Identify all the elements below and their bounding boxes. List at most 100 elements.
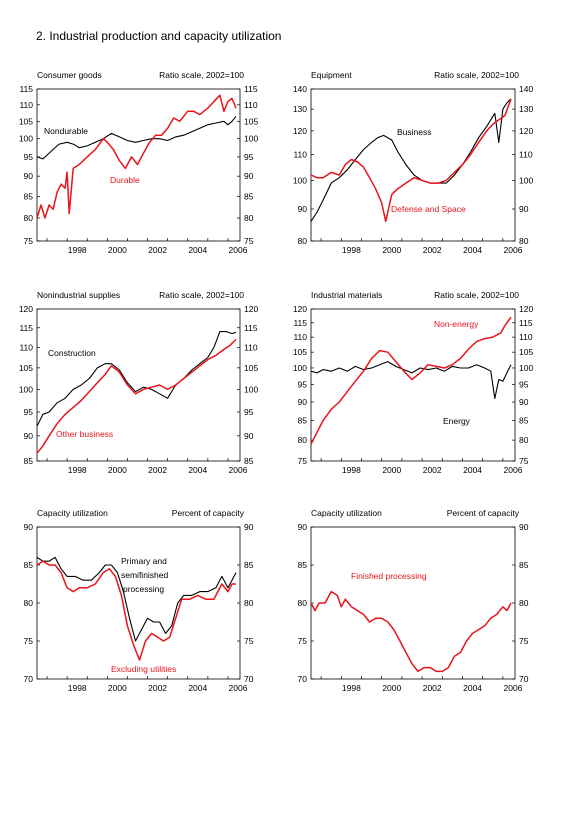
y-tick-label: 100	[244, 384, 258, 394]
y-tick-label: 80	[298, 598, 308, 608]
series-line	[310, 361, 512, 400]
y-tick-label: 100	[244, 134, 258, 144]
y-tick-label: 85	[298, 416, 308, 426]
x-tick-label: 2000	[108, 245, 127, 255]
x-tick-label: 2002	[148, 245, 167, 255]
y-tick-label: 140	[293, 84, 307, 94]
x-tick-label: 1998	[68, 465, 87, 475]
x-tick-label: 2006	[504, 465, 523, 475]
y-tick-label: 110	[19, 100, 33, 110]
y-tick-label: 105	[244, 116, 258, 126]
plot-frame	[36, 88, 241, 242]
x-tick-label: 2000	[382, 683, 401, 693]
unit-label: Percent of capacity	[172, 508, 245, 518]
y-tick-label: 110	[244, 342, 258, 352]
chart-title: Consumer goods	[37, 70, 102, 80]
y-tick-label: 105	[244, 363, 258, 373]
x-tick-label: 1998	[68, 245, 87, 255]
x-tick-label: 2002	[148, 683, 167, 693]
y-tick-label: 95	[519, 380, 529, 390]
y-tick-label: 100	[293, 175, 307, 185]
y-tick-label: 90	[519, 204, 529, 214]
y-tick-label: 80	[24, 598, 34, 608]
x-tick-label: 2000	[382, 465, 401, 475]
y-tick-label: 110	[19, 342, 33, 352]
y-tick-label: 80	[244, 598, 254, 608]
y-tick-label: 100	[19, 134, 33, 144]
x-tick-label: 2004	[188, 245, 207, 255]
y-tick-label: 115	[244, 323, 258, 333]
y-tick-label: 90	[298, 397, 308, 407]
plot-frame	[310, 526, 516, 680]
unit-label: Percent of capacity	[447, 508, 520, 518]
y-tick-label: 90	[244, 171, 254, 181]
chart-panel: Consumer goods Ratio scale, 2002=100 75 75 8…	[19, 70, 259, 255]
y-tick-label: 70	[244, 674, 254, 684]
y-tick-label: 120	[519, 126, 533, 136]
y-tick-label: 90	[24, 431, 34, 441]
y-tick-label: 120	[519, 304, 533, 314]
y-tick-label: 90	[244, 522, 254, 532]
y-tick-label: 90	[24, 171, 34, 181]
y-tick-label: 120	[19, 304, 33, 314]
unit-label: Ratio scale, 2002=100	[434, 70, 519, 80]
y-tick-label: 100	[293, 363, 307, 373]
y-tick-label: 110	[519, 332, 533, 342]
series-line	[310, 98, 512, 223]
x-tick-label: 2006	[504, 683, 523, 693]
y-tick-label: 85	[519, 560, 529, 570]
y-tick-label: 70	[24, 674, 34, 684]
y-tick-label: 85	[24, 456, 34, 466]
series-line	[36, 94, 237, 219]
y-tick-label: 115	[519, 318, 533, 328]
series-line	[310, 590, 512, 673]
y-tick-label: 95	[244, 152, 254, 162]
series-line	[36, 560, 236, 661]
y-tick-label: 130	[293, 104, 307, 114]
y-tick-label: 85	[519, 416, 529, 426]
chart-title: Industrial materials	[311, 290, 382, 300]
x-tick-label: 2006	[229, 683, 248, 693]
y-tick-label: 115	[19, 84, 33, 94]
x-tick-label: 2006	[229, 245, 248, 255]
x-tick-label: 2000	[108, 465, 127, 475]
chart-panel: Industrial materials Ratio scale, 2002=10…	[293, 290, 534, 475]
unit-label: Ratio scale, 2002=100	[434, 290, 519, 300]
y-tick-label: 105	[519, 347, 533, 357]
plot-frame	[310, 88, 516, 242]
y-tick-label: 75	[519, 636, 529, 646]
y-tick-label: 140	[519, 84, 533, 94]
series-label: Non-energy	[434, 319, 479, 329]
series-label: Finished processing	[351, 571, 427, 581]
chart-title: Capacity utilization	[311, 508, 382, 518]
x-tick-label: 2002	[423, 245, 442, 255]
chart-title: Capacity utilization	[37, 508, 108, 518]
x-tick-label: 1998	[342, 683, 361, 693]
y-tick-label: 120	[293, 304, 307, 314]
series-label: processing	[123, 584, 164, 594]
series-label: Business	[397, 127, 432, 137]
series-label: Construction	[48, 348, 96, 358]
series-line	[310, 316, 512, 445]
y-tick-label: 85	[244, 560, 254, 570]
x-tick-label: 2000	[108, 683, 127, 693]
x-tick-label: 2004	[463, 465, 482, 475]
y-tick-label: 75	[519, 456, 529, 466]
x-tick-label: 1998	[342, 465, 361, 475]
series-label: Defense and Space	[391, 204, 466, 214]
y-tick-label: 95	[24, 152, 34, 162]
chart-title: Equipment	[311, 70, 352, 80]
unit-label: Ratio scale, 2002=100	[159, 70, 244, 80]
y-tick-label: 110	[293, 332, 307, 342]
y-tick-label: 95	[298, 380, 308, 390]
series-label: semifinished	[121, 570, 169, 580]
x-tick-label: 2004	[463, 683, 482, 693]
y-tick-label: 115	[244, 84, 258, 94]
y-tick-label: 85	[298, 560, 308, 570]
series-label: Excluding utilities	[111, 664, 176, 674]
y-tick-label: 85	[24, 191, 34, 201]
series-line	[36, 338, 237, 454]
y-tick-label: 80	[298, 236, 308, 246]
series-label: Other business	[56, 429, 113, 439]
series-label: Durable	[110, 175, 140, 185]
